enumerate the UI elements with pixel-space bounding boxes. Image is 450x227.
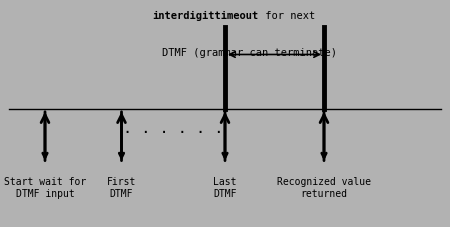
Text: First
DTMF: First DTMF (107, 177, 136, 200)
Text: DTMF (grammar can terminate): DTMF (grammar can terminate) (162, 48, 337, 58)
Text: Recognized value
returned: Recognized value returned (277, 177, 371, 200)
Text: Start wait for
DTMF input: Start wait for DTMF input (4, 177, 86, 200)
Text: Last
DTMF: Last DTMF (213, 177, 237, 200)
Text: interdigittimeout: interdigittimeout (153, 11, 259, 21)
Text: · · · · · ·: · · · · · · (123, 125, 224, 140)
Text: for next: for next (259, 11, 315, 21)
